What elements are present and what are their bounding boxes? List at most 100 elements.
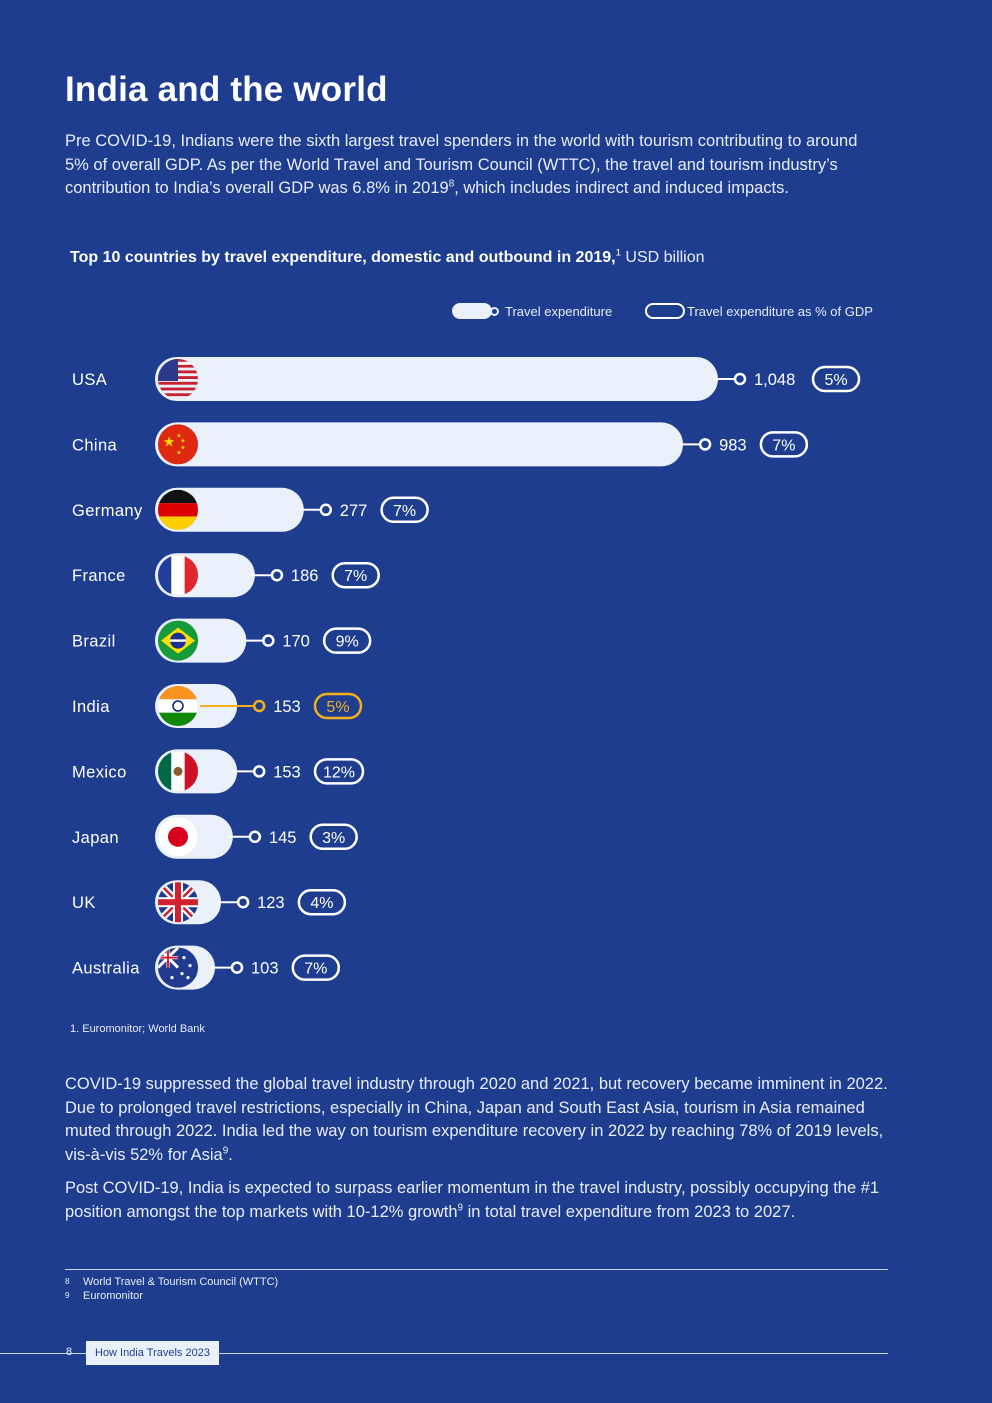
category-label: Japan: [72, 829, 119, 847]
flag-band: [158, 489, 198, 504]
gdp-share-pill: [322, 627, 372, 654]
flag-stripe: [158, 381, 198, 385]
uk-flag-icon: [158, 882, 198, 923]
body-paragraph-2-text: Post COVID-19, India is expected to surp…: [65, 1179, 880, 1221]
flag-chakra: [172, 700, 184, 712]
footnote-8: 8 World Travel & Tourism Council (WTTC): [65, 1275, 278, 1289]
bar-row-brazil: Brazil 170 9%: [72, 618, 372, 663]
flag-sun: [168, 826, 188, 847]
flag-canton-cross-red: [167, 947, 169, 968]
flag-rim: [157, 620, 199, 661]
body-paragraph-2-ref: 9: [457, 1202, 464, 1213]
value-marker: [319, 503, 333, 517]
gdp-share-pill: [759, 431, 809, 458]
flag-rim: [157, 358, 199, 400]
footer-rule: [0, 1353, 888, 1354]
gdp-share-pill: [313, 758, 365, 785]
value-marker: [252, 765, 266, 778]
flag-rim: [157, 947, 199, 988]
flag-stripe: [158, 387, 198, 391]
flag-band: [158, 686, 198, 700]
legend-bar-swatch: [452, 303, 492, 319]
flag-rim: [157, 751, 199, 792]
mexico-flag-icon: [158, 751, 198, 792]
gdp-share-label: 9%: [336, 634, 359, 651]
flag-star: [170, 976, 174, 980]
intro-text: Pre COVID-19, Indians were the sixth lar…: [65, 132, 858, 197]
flag-rim: [157, 685, 199, 727]
france-flag-icon: [158, 555, 198, 596]
value-label: 277: [340, 502, 368, 520]
body-paragraph-1-text: COVID-19 suppressed the global travel in…: [65, 1075, 888, 1164]
legend-item-gdp: Travel expenditure as % of GDP: [645, 303, 873, 319]
flag-star: ★: [163, 434, 176, 450]
footnote-8-text: World Travel & Tourism Council (WTTC): [83, 1276, 279, 1288]
germany-flag-icon: [158, 489, 198, 530]
china-flag-icon: ★ ★★★★: [158, 424, 198, 465]
flag-small-star: ★: [176, 449, 181, 456]
value-label: 186: [291, 567, 319, 585]
flag-star: [186, 976, 190, 980]
body-paragraph-2-tail: in total travel expenditure from 2023 to…: [463, 1202, 796, 1221]
bar-row-japan: Japan 145 3%: [72, 814, 358, 859]
flag-cross-red: [158, 899, 198, 906]
gdp-share-label: 4%: [310, 895, 333, 912]
value-marker: [698, 438, 712, 451]
footnote-9: 9 Euromonitor: [65, 1289, 278, 1303]
bar-row-usa: USA 1,048 5%: [72, 357, 861, 401]
footnote-8-num: 8: [65, 1277, 70, 1286]
footnote-divider: [65, 1269, 888, 1270]
gdp-share-label: 7%: [304, 961, 327, 978]
category-label: UK: [72, 894, 96, 912]
gdp-share-label: 3%: [322, 830, 345, 847]
value-label: 1,048: [754, 371, 795, 389]
brazil-flag-icon: [158, 620, 198, 661]
value-marker: [733, 372, 747, 386]
flag-band: [184, 751, 198, 792]
document-title-tag: How India Travels 2023: [86, 1341, 219, 1365]
category-label: USA: [72, 371, 107, 389]
page-number: 8: [66, 1346, 73, 1358]
flag-banner: [170, 639, 186, 642]
india-flag-icon: [158, 686, 198, 726]
body-paragraph-2: Post COVID-19, India is expected to surp…: [65, 1177, 895, 1224]
category-label: Germany: [72, 502, 143, 520]
flag-rim: [157, 816, 199, 858]
value-label: 123: [257, 894, 285, 912]
intro-text-tail: , which includes indirect and induced im…: [454, 179, 789, 197]
flag-band: [184, 555, 198, 596]
bar-row-uk: UK 123 4%: [72, 880, 347, 925]
page-title: India and the world: [65, 70, 388, 109]
flag-star: [180, 972, 184, 976]
category-label: Brazil: [72, 633, 116, 651]
flag-rim: [157, 489, 199, 531]
bar-row-india: India 153 5%: [72, 684, 363, 728]
flag-band: [158, 699, 198, 713]
body-paragraph-1: COVID-19 suppressed the global travel in…: [65, 1073, 895, 1167]
gdp-share-pill: [811, 365, 861, 393]
gdp-share-pill: [380, 496, 429, 524]
value-marker: [230, 961, 244, 974]
gdp-share-pill: [297, 888, 347, 916]
flag-band: [171, 555, 185, 596]
flag-small-star: ★: [176, 432, 181, 439]
value-marker: [248, 830, 262, 844]
flag-band: [158, 503, 198, 517]
value-marker: [270, 568, 284, 582]
gdp-share-pill: [309, 823, 358, 851]
legend-item-expenditure: Travel expenditure: [452, 303, 612, 319]
value-marker: [236, 895, 250, 909]
category-label: France: [72, 567, 126, 585]
flag-canton: [158, 359, 178, 381]
flag-small-star: ★: [180, 444, 185, 451]
value-label: 170: [282, 633, 310, 651]
flag-rim: [157, 424, 199, 465]
gdp-share-label: 5%: [824, 372, 847, 389]
gdp-share-label: 7%: [772, 437, 795, 454]
bar-row-australia: Australia 103 7%: [72, 945, 341, 990]
gdp-share-label: 12%: [323, 764, 355, 781]
body-paragraph-1-ref: 9: [222, 1145, 229, 1156]
category-label: Mexico: [72, 763, 127, 781]
value-label: 103: [251, 960, 279, 978]
intro-paragraph: Pre COVID-19, Indians were the sixth lar…: [65, 130, 865, 201]
